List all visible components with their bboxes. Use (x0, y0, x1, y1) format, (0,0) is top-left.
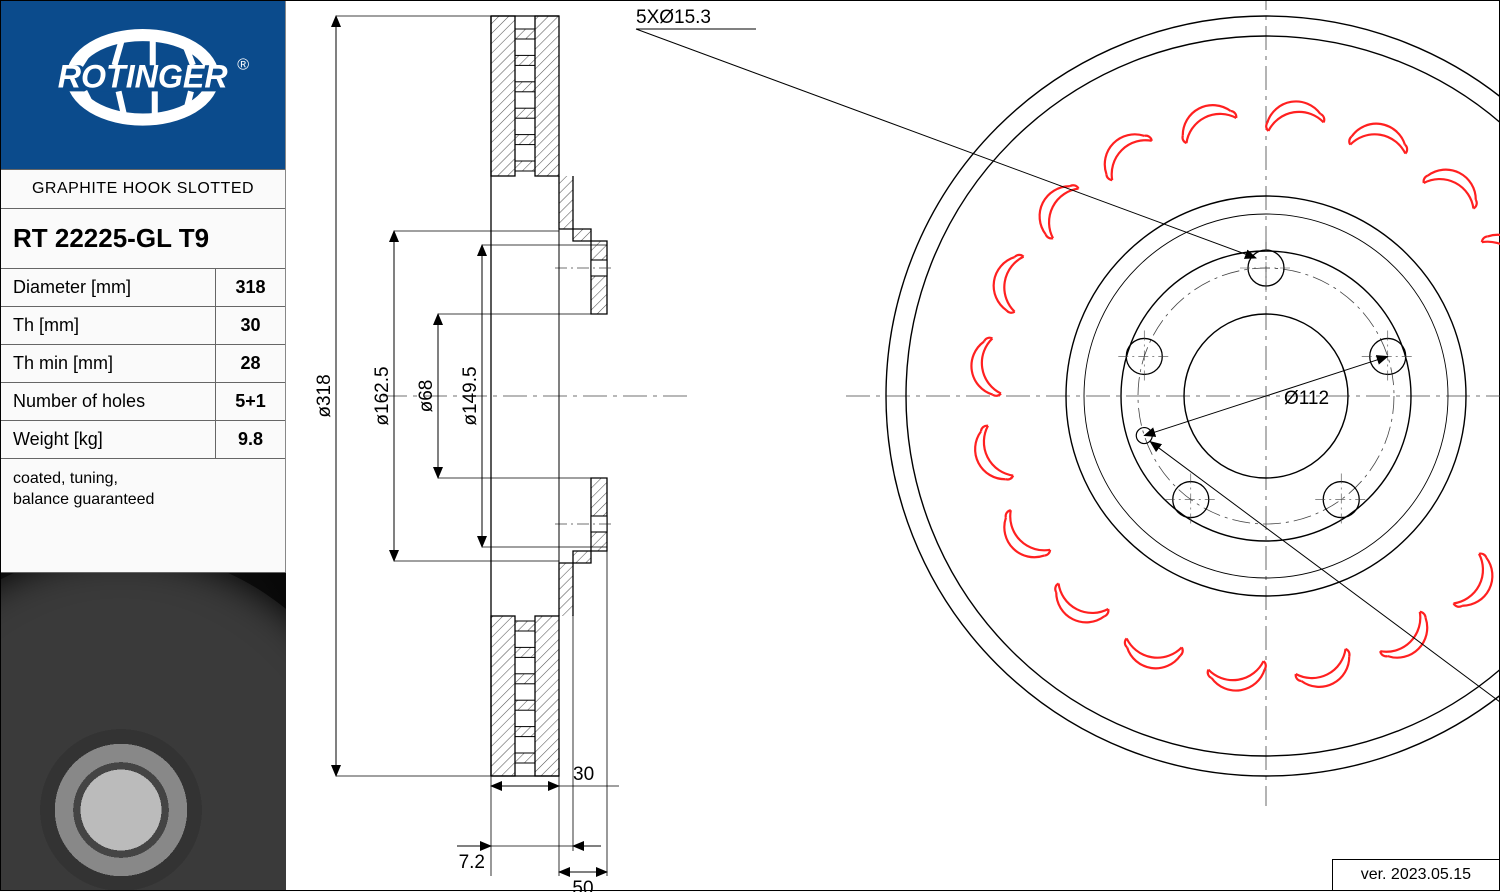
spec-row: Th [mm] 30 (1, 306, 285, 344)
spec-label: Th min [mm] (1, 345, 216, 382)
row-product-type: GRAPHITE HOOK SLOTTED (1, 169, 285, 208)
logo-box: ROTINGER ® (1, 1, 285, 169)
svg-text:ø318: ø318 (314, 374, 335, 417)
product-photo (1, 572, 286, 890)
svg-text:30: 30 (573, 764, 594, 785)
version-text: ver. 2023.05.15 (1361, 866, 1471, 883)
svg-text:5XØ15.3: 5XØ15.3 (636, 7, 711, 28)
spec-value: 28 (216, 345, 285, 382)
spec-row: Number of holes 5+1 (1, 382, 285, 420)
row-notes: coated, tuning, balance guaranteed (1, 458, 285, 521)
spec-value: 30 (216, 307, 285, 344)
spec-value: 318 (216, 269, 285, 306)
spec-label: Diameter [mm] (1, 269, 216, 306)
svg-text:ROTINGER: ROTINGER (58, 58, 229, 94)
version-box: ver. 2023.05.15 (1332, 859, 1499, 890)
info-panel: ROTINGER ® GRAPHITE HOOK SLOTTED RT 2222… (1, 1, 286, 890)
svg-text:Ø112: Ø112 (1284, 388, 1329, 409)
svg-text:ø68: ø68 (416, 380, 437, 413)
notes-text: coated, tuning, balance guaranteed (1, 459, 285, 521)
spec-value: 5+1 (216, 383, 285, 420)
svg-text:®: ® (238, 55, 250, 73)
part-number: RT 22225-GL T9 (1, 209, 285, 268)
drawing-svg: 5XØ15.3Ø112Ø6.5ø318ø162.5ø68ø149.5307.25… (286, 1, 1500, 892)
spec-value: 9.8 (216, 421, 285, 458)
spec-label: Th [mm] (1, 307, 216, 344)
row-part-number: RT 22225-GL T9 (1, 208, 285, 268)
disc-photo-graphic (1, 572, 286, 890)
spec-row: Th min [mm] 28 (1, 344, 285, 382)
spec-row: Weight [kg] 9.8 (1, 420, 285, 458)
svg-text:ø162.5: ø162.5 (372, 366, 393, 425)
product-type: GRAPHITE HOOK SLOTTED (1, 170, 285, 208)
spec-label: Weight [kg] (1, 421, 216, 458)
svg-text:7.2: 7.2 (459, 852, 485, 873)
spec-label: Number of holes (1, 383, 216, 420)
svg-text:50: 50 (572, 878, 593, 892)
spec-row: Diameter [mm] 318 (1, 268, 285, 306)
rotinger-logo: ROTINGER ® (22, 25, 263, 146)
svg-text:ø149.5: ø149.5 (460, 366, 481, 425)
technical-drawing: 5XØ15.3Ø112Ø6.5ø318ø162.5ø68ø149.5307.25… (286, 1, 1499, 890)
